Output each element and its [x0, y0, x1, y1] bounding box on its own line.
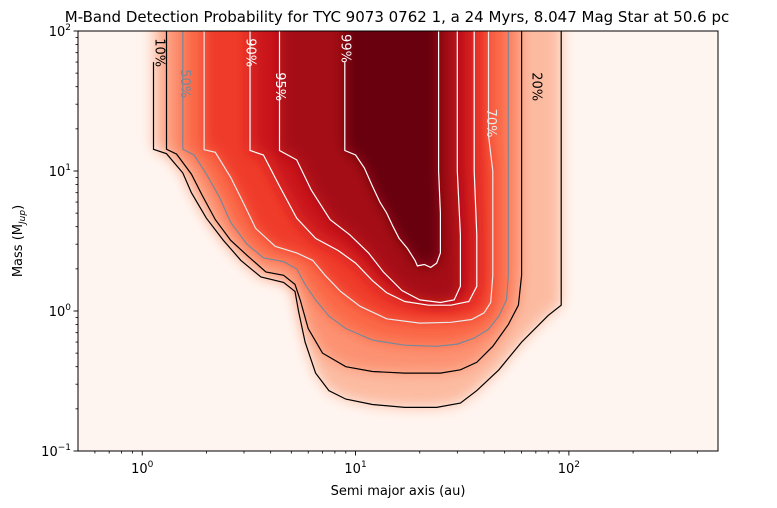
- contour-10: [152, 31, 562, 408]
- y-axis-label-main: Mass (M: [11, 224, 26, 277]
- contour-label-50: 50%: [177, 69, 192, 98]
- contour-label-90: 90%: [243, 38, 258, 67]
- y-tick-label: 10−1: [41, 443, 71, 460]
- contour-90: [249, 31, 478, 306]
- y-tick-label: 101: [49, 163, 71, 180]
- contour-99: [344, 31, 441, 269]
- contour-label-10: 10%: [152, 38, 167, 67]
- y-axis-label-subscript: Jup: [18, 210, 28, 226]
- contour-95: [278, 31, 461, 304]
- x-axis-ticks: 100 101 102: [94, 451, 698, 477]
- x-tick-label: 100: [131, 460, 154, 477]
- x-tick-label: 101: [344, 460, 366, 477]
- y-axis-ticks: 10−1 100 101 102: [41, 23, 78, 460]
- plot-frame: [77, 30, 719, 452]
- y-axis-label-end: ): [11, 205, 26, 210]
- contour-labels: 10% 20% 50% 70% 90% 95% 99%: [152, 34, 544, 138]
- heatmap-image: [153, 31, 562, 408]
- contour-label-20: 20%: [528, 72, 543, 101]
- y-axis-label: Mass (MJup): [11, 205, 28, 277]
- x-tick-label: 102: [558, 460, 580, 477]
- y-tick-label: 100: [49, 303, 72, 320]
- contour-50: [182, 31, 509, 347]
- heat-layer-99: [344, 31, 441, 268]
- contour-70: [203, 31, 494, 324]
- chart-title: M-Band Detection Probability for TYC 907…: [65, 8, 730, 26]
- x-axis-label: Semi major axis (au): [331, 484, 466, 499]
- y-tick-label: 102: [49, 23, 71, 40]
- contour-lines: [152, 31, 562, 408]
- contour-20: [165, 31, 523, 374]
- contour-label-70: 70%: [483, 109, 498, 138]
- contour-label-95: 95%: [272, 72, 287, 101]
- contour-label-99: 99%: [337, 34, 352, 63]
